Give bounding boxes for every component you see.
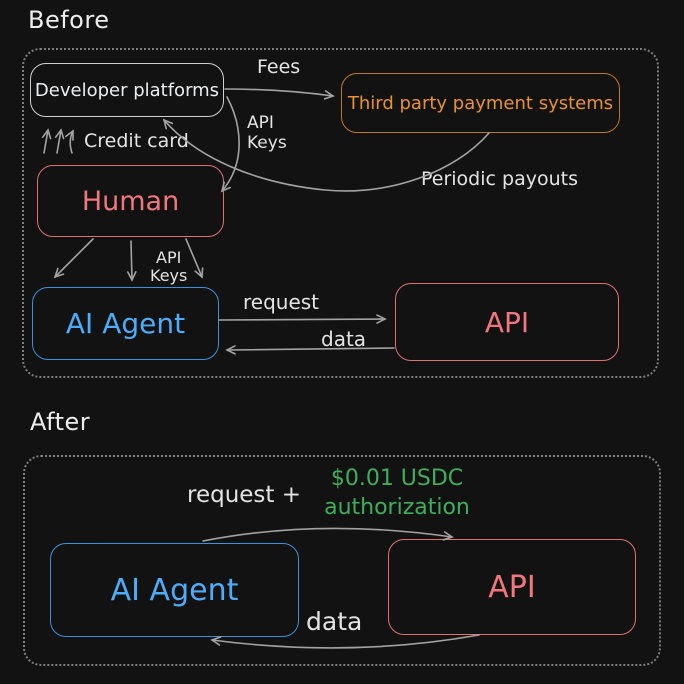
arrow-periodic-payouts [162,118,490,192]
label-credit-card: Credit card [84,130,189,152]
node-api-after-label: API [488,569,536,605]
label-usdc-amount: $0.01 USDC [330,466,464,491]
node-third-party-payment-systems: Third party payment systems [341,73,620,133]
after-group-frame [23,455,661,666]
node-third-party-label: Third party payment systems [347,92,614,114]
node-api-before-label: API [484,305,530,339]
node-developer-platforms-label: Developer platforms [34,79,220,101]
arrow-human-agent-right [185,238,204,279]
node-ai-agent-before-label: AI Agent [65,307,186,340]
label-authorization: authorization [324,495,470,520]
label-request-plus: request + [187,482,302,508]
label-api-keys-top-line1: API [247,113,274,133]
arrow-human-agent-left [53,238,94,279]
label-request-before: request [243,290,320,314]
node-ai-agent-after: AI Agent [50,543,299,637]
node-human: Human [37,165,224,237]
node-api-after: API [388,539,636,635]
node-human-label: Human [81,185,180,217]
arrow-data-after [210,634,480,649]
label-periodic-payouts: Periodic payouts [421,168,578,190]
arrow-human-agent-middle [126,240,137,282]
label-data-after: data [306,607,363,636]
node-ai-agent-before: AI Agent [32,287,219,360]
arrow-fees [224,88,335,100]
label-fees: Fees [257,56,301,78]
label-api-keys-bottom-line1: API [156,248,182,267]
arrow-request-after [202,527,454,542]
label-data-before: data [321,327,367,351]
before-group-frame [22,48,659,378]
node-api-before: API [395,283,619,361]
arrow-credit-card-2 [54,128,65,154]
arrow-credit-card-1 [41,128,52,154]
arrow-request-before [218,314,387,324]
before-heading: Before [28,6,110,34]
label-api-keys-top-line2: Keys [247,133,287,153]
arrow-credit-card-3 [65,129,74,154]
after-heading: After [30,408,91,436]
node-developer-platforms: Developer platforms [30,63,224,117]
label-api-keys-bottom-line2: Keys [150,266,188,285]
node-ai-agent-after-label: AI Agent [110,572,239,608]
arrow-data-before [225,345,395,355]
arrow-api-keys-top [220,96,240,193]
